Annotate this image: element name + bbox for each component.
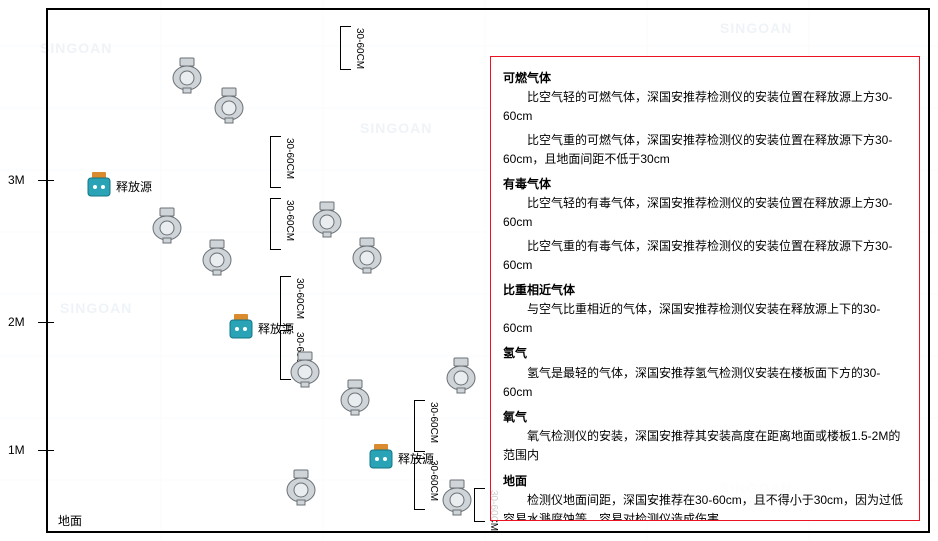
panel-section-title: 氧气 [503,408,907,427]
panel-paragraph: 比空气轻的有毒气体，深国安推荐检测仪的安装位置在释放源上方30-60cm [503,194,907,232]
panel-paragraph: 检测仪地面间距，深国安推荐在30-60cm，且不得小于30cm，因为过低容易水溅… [503,491,907,521]
panel-section-title: 地面 [503,472,907,491]
dimension-label: 30-60CM [284,200,295,241]
panel-section: 氧气氧气检测仪的安装，深国安推荐其安装高度在距离地面或楼板1.5-2M的范围内 [503,408,907,466]
dimension-label: 30-60CM [284,138,295,179]
release-source-icon [86,172,112,198]
release-source-icon [228,314,254,340]
panel-paragraph: 氧气检测仪的安装，深国安推荐其安装高度在距离地面或楼板1.5-2M的范围内 [503,427,907,465]
panel-section-title: 氢气 [503,344,907,363]
panel-paragraph: 比空气轻的可燃气体，深国安推荐检测仪的安装位置在释放源上方30-60cm [503,88,907,126]
y-axis-label: 3M [8,173,25,187]
dimension-bracket [280,276,294,326]
dimension-label: 30-60CM [428,402,439,443]
detector-icon [444,356,478,394]
detector-icon [288,350,322,388]
panel-paragraph: 比空气重的可燃气体，深国安推荐检测仪的安装位置在释放源下方30-60cm，且地面… [503,131,907,169]
detector-icon [200,238,234,276]
release-source-label: 释放源 [398,450,434,467]
detector-icon [150,206,184,244]
instructions-panel: 可燃气体比空气轻的可燃气体，深国安推荐检测仪的安装位置在释放源上方30-60cm… [490,56,920,521]
ground-label: 地面 [58,512,82,529]
panel-section-title: 有毒气体 [503,175,907,194]
dimension-bracket [474,488,488,522]
dimension-bracket [270,198,284,250]
panel-section: 比重相近气体与空气比重相近的气体，深国安推荐检测仪安装在释放源上下的30-60c… [503,281,907,339]
detector-icon [284,468,318,506]
detector-icon [170,56,204,94]
y-axis-label: 2M [8,315,25,329]
dimension-label: 30-60CM [354,28,365,69]
release-source-label: 释放源 [258,320,294,337]
y-axis-label: 1M [8,443,25,457]
detector-icon [338,378,372,416]
panel-section: 氢气氢气是最轻的气体，深国安推荐氢气检测仪安装在楼板面下方的30-60cm [503,344,907,402]
dimension-bracket [270,136,284,188]
panel-paragraph: 氢气是最轻的气体，深国安推荐氢气检测仪安装在楼板面下方的30-60cm [503,364,907,402]
dimension-label: 30-60CM [294,278,305,319]
panel-paragraph: 与空气比重相近的气体，深国安推荐检测仪安装在释放源上下的30-60cm [503,300,907,338]
detector-icon [212,86,246,124]
panel-section: 地面检测仪地面间距，深国安推荐在30-60cm，且不得小于30cm，因为过低容易… [503,472,907,521]
y-axis-tick [38,450,54,451]
release-source-icon [368,444,394,470]
release-source-label: 释放源 [116,178,152,195]
panel-section-title: 可燃气体 [503,69,907,88]
y-axis-tick [38,180,54,181]
panel-paragraph: 比空气重的有毒气体，深国安推荐检测仪的安装位置在释放源下方30-60cm [503,237,907,275]
detector-icon [310,200,344,238]
detector-icon [350,236,384,274]
panel-section: 可燃气体比空气轻的可燃气体，深国安推荐检测仪的安装位置在释放源上方30-60cm… [503,69,907,169]
panel-section-title: 比重相近气体 [503,281,907,300]
dimension-bracket [340,26,354,70]
panel-section: 有毒气体比空气轻的有毒气体，深国安推荐检测仪的安装位置在释放源上方30-60cm… [503,175,907,275]
y-axis-tick [38,322,54,323]
dimension-bracket [414,400,428,452]
detector-icon [440,478,474,516]
